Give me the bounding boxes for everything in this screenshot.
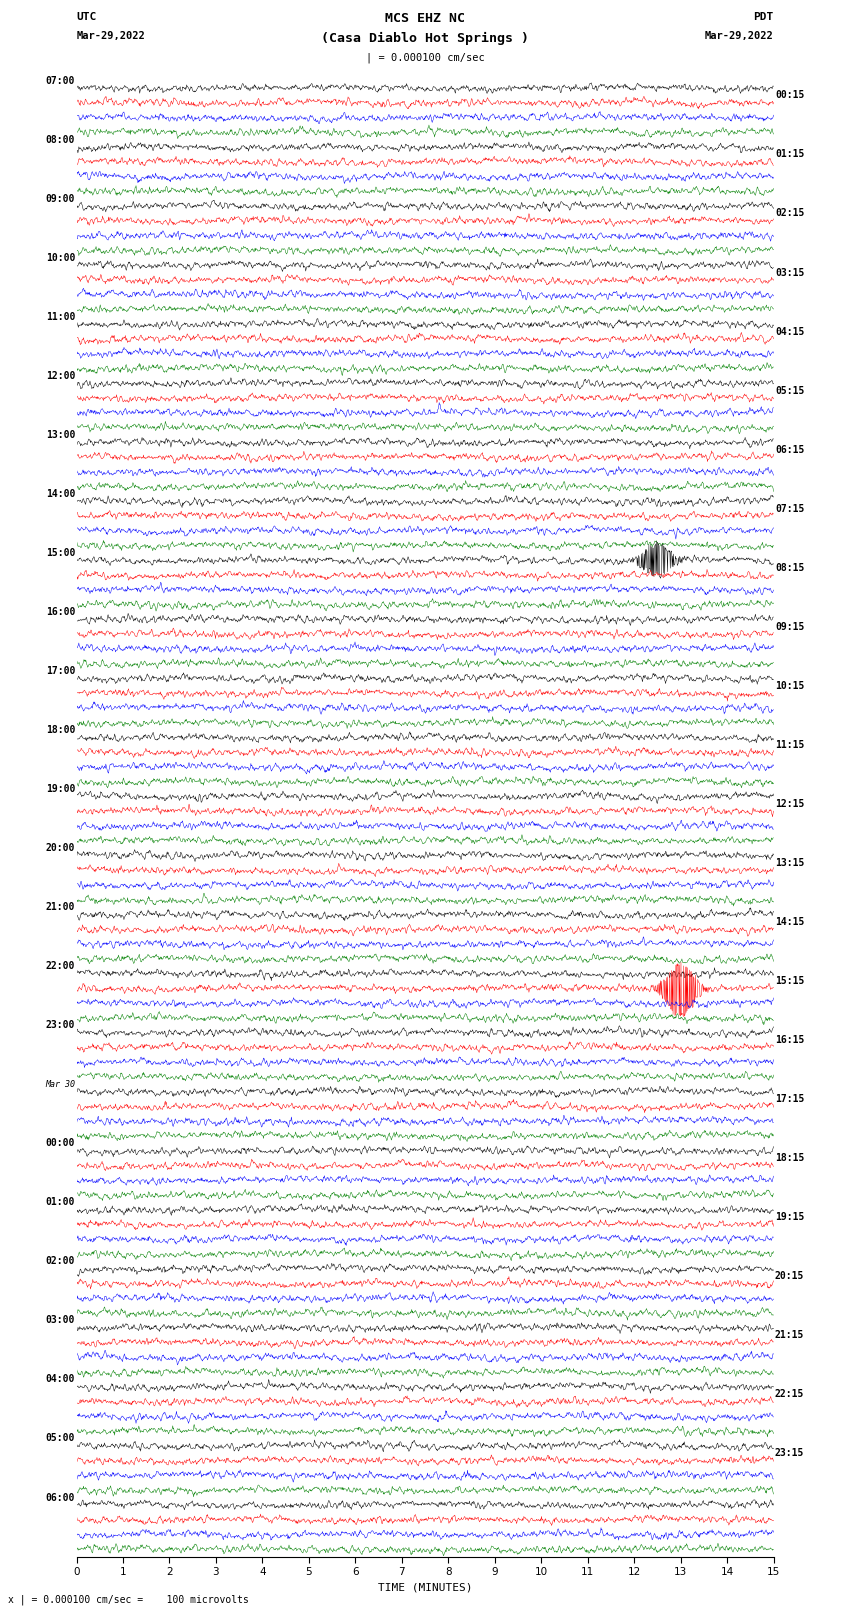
Text: 18:15: 18:15: [775, 1153, 804, 1163]
Text: 13:00: 13:00: [46, 431, 75, 440]
Text: 03:00: 03:00: [46, 1316, 75, 1326]
Text: 04:00: 04:00: [46, 1374, 75, 1384]
Text: 07:00: 07:00: [46, 76, 75, 85]
Text: 05:00: 05:00: [46, 1434, 75, 1444]
Text: (Casa Diablo Hot Springs ): (Casa Diablo Hot Springs ): [321, 31, 529, 45]
Text: x | = 0.000100 cm/sec =    100 microvolts: x | = 0.000100 cm/sec = 100 microvolts: [8, 1594, 249, 1605]
Text: 18:00: 18:00: [46, 726, 75, 736]
Text: Mar-29,2022: Mar-29,2022: [705, 31, 774, 42]
Text: 21:15: 21:15: [775, 1331, 804, 1340]
Text: 12:15: 12:15: [775, 798, 804, 808]
Text: 11:00: 11:00: [46, 311, 75, 321]
Text: 09:15: 09:15: [775, 621, 804, 632]
X-axis label: TIME (MINUTES): TIME (MINUTES): [377, 1582, 473, 1592]
Text: | = 0.000100 cm/sec: | = 0.000100 cm/sec: [366, 52, 484, 63]
Text: 21:00: 21:00: [46, 902, 75, 911]
Text: Mar-29,2022: Mar-29,2022: [76, 31, 145, 42]
Text: 16:15: 16:15: [775, 1036, 804, 1045]
Text: 01:00: 01:00: [46, 1197, 75, 1207]
Text: 10:15: 10:15: [775, 681, 804, 690]
Text: 00:15: 00:15: [775, 90, 804, 100]
Text: 15:00: 15:00: [46, 548, 75, 558]
Text: 11:15: 11:15: [775, 740, 804, 750]
Text: 05:15: 05:15: [775, 386, 804, 395]
Text: PDT: PDT: [753, 11, 774, 23]
Text: 15:15: 15:15: [775, 976, 804, 986]
Text: 16:00: 16:00: [46, 606, 75, 616]
Text: 00:00: 00:00: [46, 1139, 75, 1148]
Text: 10:00: 10:00: [46, 253, 75, 263]
Text: 04:15: 04:15: [775, 326, 804, 337]
Text: 17:00: 17:00: [46, 666, 75, 676]
Text: 23:15: 23:15: [775, 1448, 804, 1458]
Text: Mar 30: Mar 30: [45, 1079, 75, 1089]
Text: 02:00: 02:00: [46, 1257, 75, 1266]
Text: 12:00: 12:00: [46, 371, 75, 381]
Text: 17:15: 17:15: [775, 1094, 804, 1103]
Text: UTC: UTC: [76, 11, 97, 23]
Text: 23:00: 23:00: [46, 1021, 75, 1031]
Text: 01:15: 01:15: [775, 150, 804, 160]
Text: 14:00: 14:00: [46, 489, 75, 498]
Text: 09:00: 09:00: [46, 194, 75, 203]
Text: MCS EHZ NC: MCS EHZ NC: [385, 11, 465, 26]
Text: 20:00: 20:00: [46, 844, 75, 853]
Text: 06:15: 06:15: [775, 445, 804, 455]
Text: 07:15: 07:15: [775, 503, 804, 513]
Text: 13:15: 13:15: [775, 858, 804, 868]
Text: 19:15: 19:15: [775, 1211, 804, 1223]
Text: 08:15: 08:15: [775, 563, 804, 573]
Text: 20:15: 20:15: [775, 1271, 804, 1281]
Text: 06:00: 06:00: [46, 1492, 75, 1502]
Text: 08:00: 08:00: [46, 135, 75, 145]
Text: 02:15: 02:15: [775, 208, 804, 218]
Text: 22:00: 22:00: [46, 961, 75, 971]
Text: 03:15: 03:15: [775, 268, 804, 277]
Text: 19:00: 19:00: [46, 784, 75, 794]
Text: 14:15: 14:15: [775, 916, 804, 927]
Text: 22:15: 22:15: [775, 1389, 804, 1398]
